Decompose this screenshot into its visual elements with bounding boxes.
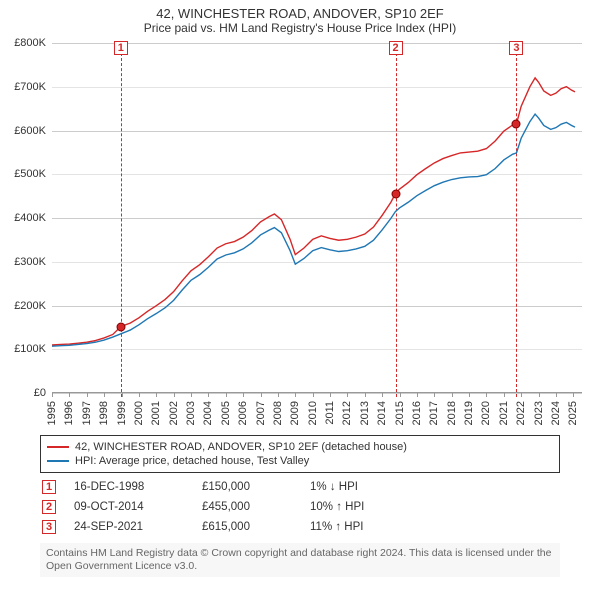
x-label: 2013 [359,401,371,425]
y-label: £700K [14,81,46,93]
tx-marker-box: 3 [509,41,523,55]
tx-marker-box: 2 [389,41,403,55]
x-label: 2012 [341,401,353,425]
legend-label: HPI: Average price, detached house, Test… [75,455,309,467]
x-label: 2002 [168,401,180,425]
tx-point [116,323,125,332]
x-label: 2021 [498,401,510,425]
x-label: 2007 [255,401,267,425]
x-label: 2016 [411,401,423,425]
tx-date: 09-OCT-2014 [74,501,184,513]
x-label: 2011 [324,401,336,425]
x-label: 2003 [185,401,197,425]
legend: 42, WINCHESTER ROAD, ANDOVER, SP10 2EF (… [40,435,560,473]
x-label: 1997 [81,401,93,425]
series-property [52,78,575,345]
table-row: 3 24-SEP-2021 £615,000 11% ↑ HPI [40,517,560,537]
x-label: 2009 [289,401,301,425]
legend-swatch [47,460,69,462]
tx-price: £455,000 [202,501,292,513]
x-label: 2019 [463,401,475,425]
y-label: £100K [14,343,46,355]
tx-date: 24-SEP-2021 [74,521,184,533]
y-label: £600K [14,125,46,137]
y-label: £400K [14,212,46,224]
transaction-table: 1 16-DEC-1998 £150,000 1% ↓ HPI 2 09-OCT-2014… [40,477,560,537]
legend-swatch [47,446,69,448]
x-label: 2015 [394,401,406,425]
tx-diff: 1% ↓ HPI [310,481,420,493]
tx-date: 16-DEC-1998 [74,481,184,493]
attribution-text: Contains HM Land Registry data © Crown c… [40,543,560,577]
y-axis-labels: £0 £100K £200K £300K £400K £500K £600K £700K £80… [8,39,48,429]
table-row: 2 09-OCT-2014 £455,000 10% ↑ HPI [40,497,560,517]
y-label: £500K [14,168,46,180]
tx-marker-box: 1 [114,41,128,55]
x-label: 2010 [307,401,319,425]
page-subtitle: Price paid vs. HM Land Registry's House … [8,21,592,35]
tx-price: £150,000 [202,481,292,493]
table-row: 1 16-DEC-1998 £150,000 1% ↓ HPI [40,477,560,497]
x-label: 2005 [220,401,232,425]
x-label: 2004 [202,401,214,425]
x-label: 1995 [46,401,58,425]
x-label: 2006 [237,401,249,425]
tx-number-box: 2 [42,500,56,514]
legend-row: 42, WINCHESTER ROAD, ANDOVER, SP10 2EF (… [47,440,553,454]
legend-row: HPI: Average price, detached house, Test… [47,454,553,468]
x-label: 2018 [446,401,458,425]
tx-point [512,119,521,128]
x-label: 2020 [480,401,492,425]
y-label: £300K [14,256,46,268]
x-label: 2008 [272,401,284,425]
page-title: 42, WINCHESTER ROAD, ANDOVER, SP10 2EF [8,6,592,21]
gridline [52,393,582,394]
legend-label: 42, WINCHESTER ROAD, ANDOVER, SP10 2EF (… [75,441,407,453]
tx-number-box: 1 [42,480,56,494]
series-hpi [52,114,575,346]
chart: £0 £100K £200K £300K £400K £500K £600K £700K £80… [8,39,592,429]
tx-number-box: 3 [42,520,56,534]
x-label: 2001 [150,401,162,425]
y-label: £0 [34,387,46,399]
x-label: 2022 [515,401,527,425]
x-label: 1998 [98,401,110,425]
line-series [52,43,582,392]
x-label: 2014 [376,401,388,425]
tx-diff: 11% ↑ HPI [310,521,420,533]
tx-diff: 10% ↑ HPI [310,501,420,513]
x-label: 1996 [63,401,75,425]
y-label: £200K [14,300,46,312]
tx-price: £615,000 [202,521,292,533]
x-label: 2025 [567,401,579,425]
x-label: 2023 [533,401,545,425]
x-label: 2024 [550,401,562,425]
x-label: 1999 [116,401,128,425]
x-label: 2000 [133,401,145,425]
y-label: £800K [14,37,46,49]
plot-area: 1 2 3 [52,43,582,393]
x-label: 2017 [428,401,440,425]
tx-point [391,189,400,198]
x-axis-labels: 1995199619971998199920002001200220032004… [52,397,582,427]
